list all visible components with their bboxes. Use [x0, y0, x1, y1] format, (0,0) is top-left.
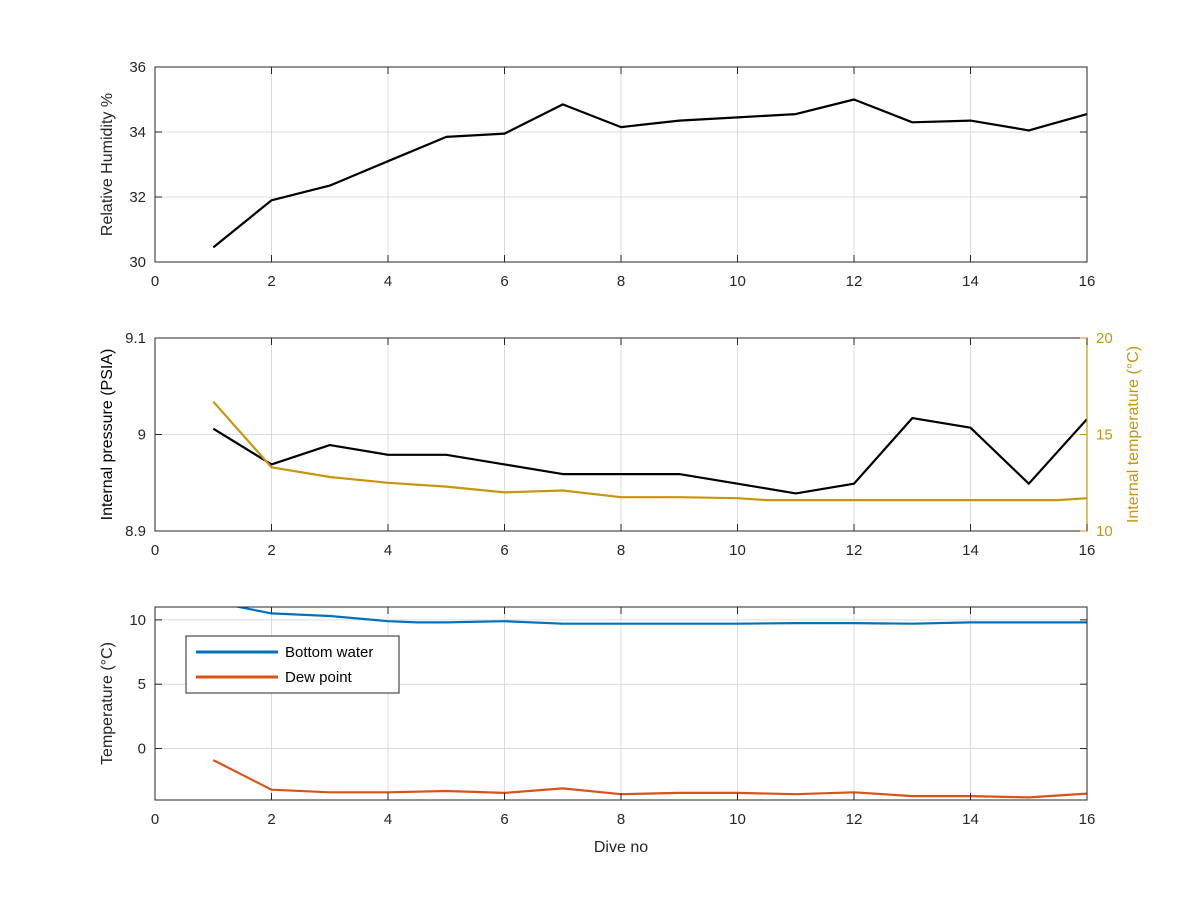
- y-tick-label: 9: [138, 427, 146, 444]
- x-tick-label: 4: [384, 273, 392, 290]
- x-tick-label: 2: [267, 811, 275, 828]
- x-tick-label: 16: [1079, 811, 1096, 828]
- x-tick-label: 0: [151, 542, 159, 559]
- series-line-series-1: [212, 98, 1087, 249]
- y-tick-label: 36: [129, 59, 146, 76]
- x-tick-label: 6: [500, 273, 508, 290]
- x-tick-label: 16: [1079, 273, 1096, 290]
- x-tick-label: 6: [500, 811, 508, 828]
- legend: Bottom water Dew point: [185, 635, 400, 694]
- y-tick-label: 10: [129, 612, 146, 629]
- x-tick-label: 6: [500, 542, 508, 559]
- series-line-series-2: [212, 400, 1087, 502]
- x-tick-label: 12: [846, 811, 863, 828]
- x-tick-label: 12: [846, 542, 863, 559]
- y-tick-label: 9.1: [125, 330, 146, 347]
- y-tick-label: 8.9: [125, 523, 146, 540]
- subplot-1: 0 2 4 6 8 10 12 14 16 30 32 34 36 Relative Humidity %: [99, 59, 1095, 290]
- x-tick-label: 2: [267, 273, 275, 290]
- y-axis-label: Temperature (°C): [99, 642, 116, 765]
- series-line-series-1: [212, 417, 1087, 495]
- x-tick-label: 14: [962, 542, 979, 559]
- legend-label-bottom-water: Bottom water: [285, 644, 373, 661]
- legend-label-dew-point: Dew point: [285, 669, 353, 686]
- x-tick-label: 12: [846, 273, 863, 290]
- y2-tick-label: 10: [1096, 523, 1113, 540]
- series-line-dew-point: [212, 759, 1087, 799]
- x-tick-label: 2: [267, 542, 275, 559]
- y-tick-label: 0: [138, 741, 146, 758]
- x-tick-label: 14: [962, 811, 979, 828]
- y-tick-label: 5: [138, 676, 146, 693]
- subplot-3: 0 2 4 6 8 10 12 14 16 0 5 10 Temperature (°C) Dive no…: [99, 606, 1096, 856]
- y2-axis-label: Internal temperature (°C): [1125, 346, 1142, 523]
- x-tick-label: 0: [151, 273, 159, 290]
- y2-tick-label: 15: [1096, 427, 1113, 444]
- x-tick-label: 14: [962, 273, 979, 290]
- x-tick-label: 0: [151, 811, 159, 828]
- y-tick-label: 34: [129, 124, 146, 141]
- x-axis-label: Dive no: [594, 839, 648, 856]
- y-axis-label: Relative Humidity %: [99, 93, 116, 236]
- y-axis-label: Internal pressure (PSIA): [99, 349, 116, 521]
- x-tick-label: 10: [729, 273, 746, 290]
- x-tick-label: 4: [384, 811, 392, 828]
- x-tick-label: 10: [729, 542, 746, 559]
- x-tick-label: 16: [1079, 542, 1096, 559]
- series-line-bottom-water: [233, 607, 1087, 625]
- x-tick-label: 8: [617, 811, 625, 828]
- x-tick-label: 8: [617, 542, 625, 559]
- y2-tick-label: 20: [1096, 330, 1113, 347]
- y-tick-label: 30: [129, 254, 146, 271]
- x-tick-label: 8: [617, 273, 625, 290]
- legend-box: [185, 635, 400, 694]
- x-tick-label: 10: [729, 811, 746, 828]
- subplot-2: 0 2 4 6 8 10 12 14 16 8.9 9 9.1 10 15 20 Internal tempe…: [99, 330, 1142, 559]
- y-tick-label: 32: [129, 189, 146, 206]
- x-tick-label: 4: [384, 542, 392, 559]
